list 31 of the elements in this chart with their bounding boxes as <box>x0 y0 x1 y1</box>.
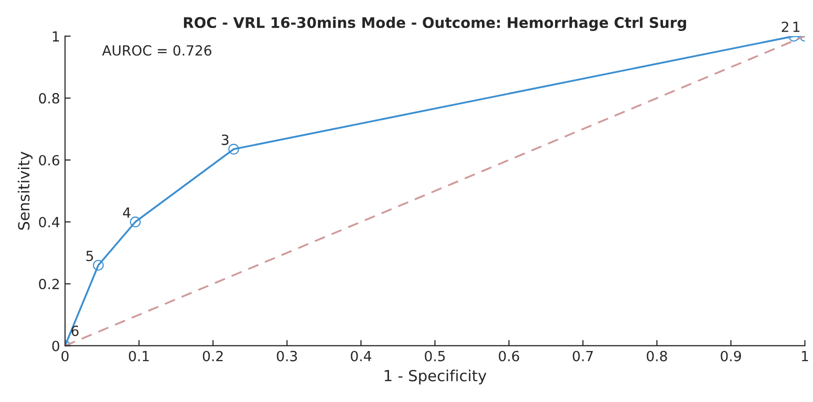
annotation: 1 <box>793 22 800 32</box>
x-tick-label: 0.4 <box>350 350 372 362</box>
x-tick-label: 0.6 <box>498 350 520 362</box>
point <box>92 260 104 271</box>
annotation: 6 <box>72 326 79 336</box>
x-axis-title: 1 - Specificity <box>384 370 486 384</box>
point <box>130 216 141 228</box>
point <box>228 144 240 155</box>
annotation: 4 <box>123 208 130 218</box>
y-tick-label: 0.6 <box>39 154 60 166</box>
x-tick-label: 0.1 <box>128 350 149 362</box>
annotation: AUROC = 0.726 <box>102 45 212 56</box>
annotation: 5 <box>86 250 93 262</box>
y-tick-label: 0.2 <box>39 278 59 290</box>
y-axis-title: Sensitivity <box>18 152 33 230</box>
y-tick-label: 0.4 <box>39 216 60 228</box>
x-tick-label: 0.3 <box>276 350 297 362</box>
x-tick-label: 0.7 <box>572 350 593 362</box>
chart-title: ROC - VRL 16-30mins Mode - Outcome: Hemorrhage Ctrl Surg <box>184 16 686 31</box>
x-tick-label: 0.9 <box>720 350 741 362</box>
y-tick-label: 1 <box>52 31 59 42</box>
x-tick-label: 0.5 <box>424 350 445 362</box>
x-tick-label: 0.8 <box>646 350 667 362</box>
line-series <box>65 36 805 346</box>
x-tick-label: 1 <box>802 351 808 362</box>
y-tick-label: 0 <box>52 340 60 352</box>
x-tick-label: 0.2 <box>202 350 223 362</box>
x-tick-label: 0 <box>62 350 69 362</box>
annotation: 2 <box>782 22 788 32</box>
y-tick-label: 0.8 <box>39 93 60 104</box>
annotation: 3 <box>222 134 228 146</box>
